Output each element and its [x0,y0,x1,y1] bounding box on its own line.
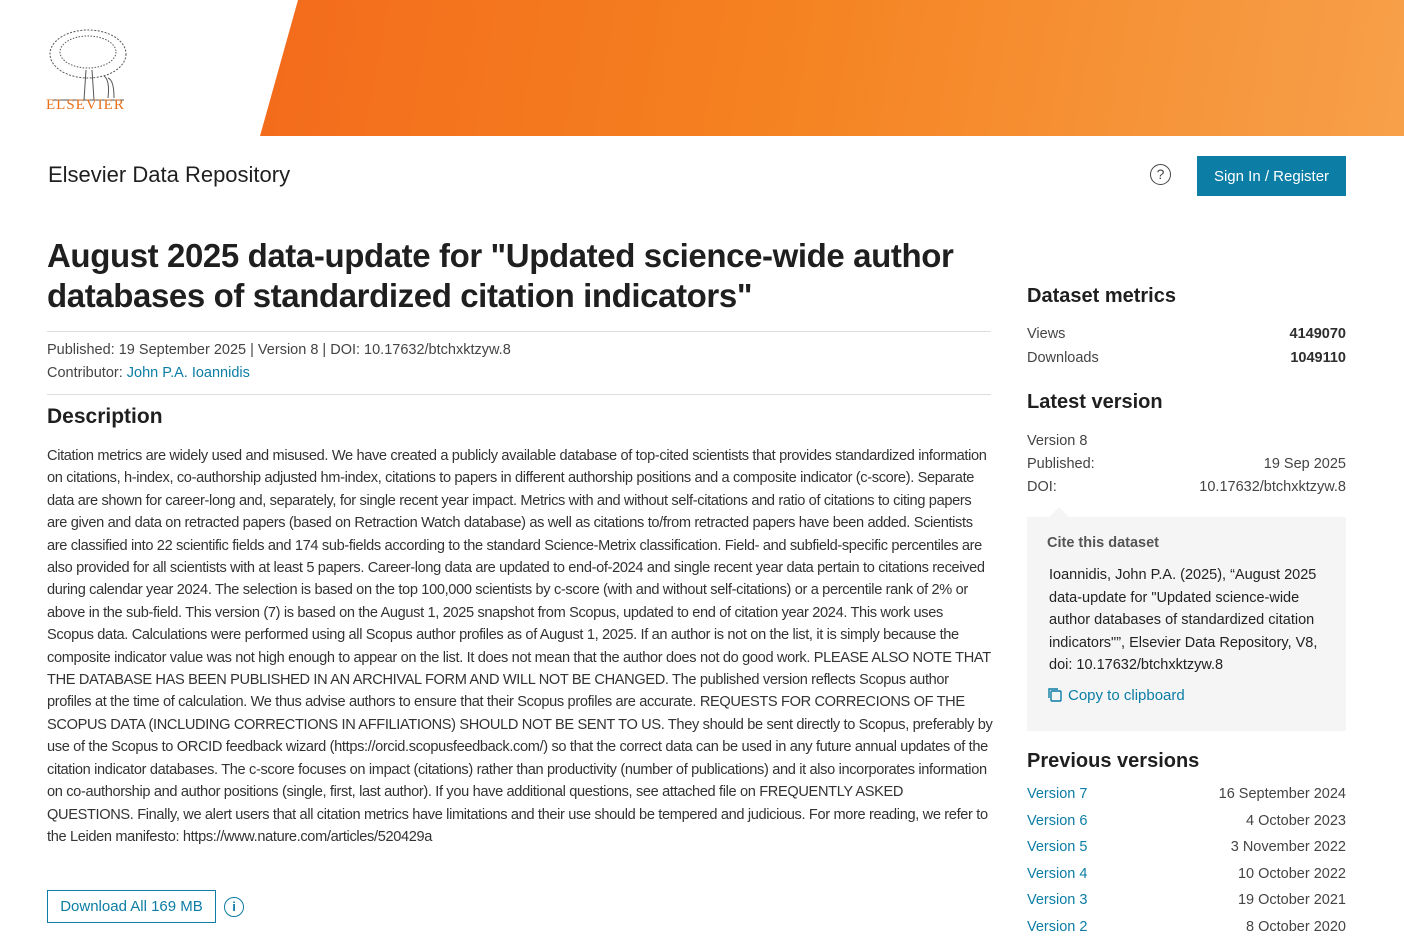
help-icon[interactable]: ? [1150,164,1171,185]
cite-heading: Cite this dataset [1047,535,1159,551]
cite-box: Cite this dataset Ioannidis, John P.A. (… [1027,507,1346,731]
description-heading: Description [47,405,163,428]
version-link[interactable]: Version 2 [1027,918,1088,935]
copy-label: Copy to clipboard [1068,686,1185,704]
version-date: 4 October 2023 [1246,812,1346,829]
copy-to-clipboard-button[interactable]: Copy to clipboard [1047,687,1326,704]
previous-versions: Previous versions Version 7 16 September … [1027,750,1346,940]
sign-in-register-button[interactable]: Sign In / Register [1197,156,1346,196]
contributor-label: Contributor: [47,365,123,381]
contributor-link[interactable]: John P.A. Ioannidis [126,365,250,381]
dataset-metrics: Dataset metrics Views 4149070 Downloads 10… [1027,285,1346,370]
citation-text: Ioannidis, John P.A. (2025), “August 202… [1049,567,1318,673]
views-label: Views [1027,326,1066,342]
version-row: Version 7 16 September 2024 [1027,781,1346,808]
copy-icon [1048,688,1062,702]
info-icon[interactable]: i [224,897,244,917]
version-row: Version 2 8 October 2020 [1027,914,1346,941]
dataset-meta: Published: 19 September 2025 | Version 8… [47,331,991,395]
doi-value: 10.17632/btchxktzyw.8 [1199,479,1346,495]
doi-label: DOI: [1027,479,1057,495]
elsevier-tree-logo[interactable] [46,18,130,114]
version-row: Version 5 3 November 2022 [1027,834,1346,861]
version-link[interactable]: Version 7 [1027,786,1088,802]
downloads-label: Downloads [1027,350,1099,366]
version-row: Version 4 10 October 2022 [1027,861,1346,888]
views-value: 4149070 [1289,326,1346,342]
version-row: Version 6 4 October 2023 [1027,808,1346,835]
site-title[interactable]: Elsevier Data Repository [48,162,291,187]
version-date: 3 November 2022 [1230,839,1346,855]
published-line: Published: 19 September 2025 | Version 8… [47,342,511,358]
previous-heading: Previous versions [1027,750,1200,772]
version-date: 16 September 2024 [1218,786,1346,802]
version-link[interactable]: Version 5 [1027,839,1088,855]
latest-version-label: Version 8 [1027,433,1088,449]
download-all-button[interactable]: Download All 169 MB [47,890,216,923]
published-value: 19 Sep 2025 [1263,456,1346,472]
downloads-value: 1049110 [1290,350,1346,366]
banner-graphic [260,0,1404,136]
elsevier-wordmark: ELSEVIER [46,97,125,113]
description-text: Citation metrics are widely used and mis… [47,448,993,845]
version-date: 10 October 2022 [1237,865,1346,882]
version-date: 8 October 2020 [1246,918,1346,935]
page-title: August 2025 data-update for "Updated sci… [47,237,954,314]
version-link[interactable]: Version 4 [1027,865,1088,882]
latest-version: Latest version Version 8 Published: 19 Se… [1027,391,1346,499]
latest-heading: Latest version [1027,391,1163,413]
version-date: 19 October 2021 [1237,892,1346,908]
published-label: Published: [1027,456,1095,472]
version-row: Version 3 19 October 2021 [1027,887,1346,914]
version-link[interactable]: Version 6 [1027,812,1088,829]
version-link[interactable]: Version 3 [1027,892,1088,908]
header-banner: ELSEVIER [0,0,1404,136]
metrics-heading: Dataset metrics [1027,285,1176,307]
